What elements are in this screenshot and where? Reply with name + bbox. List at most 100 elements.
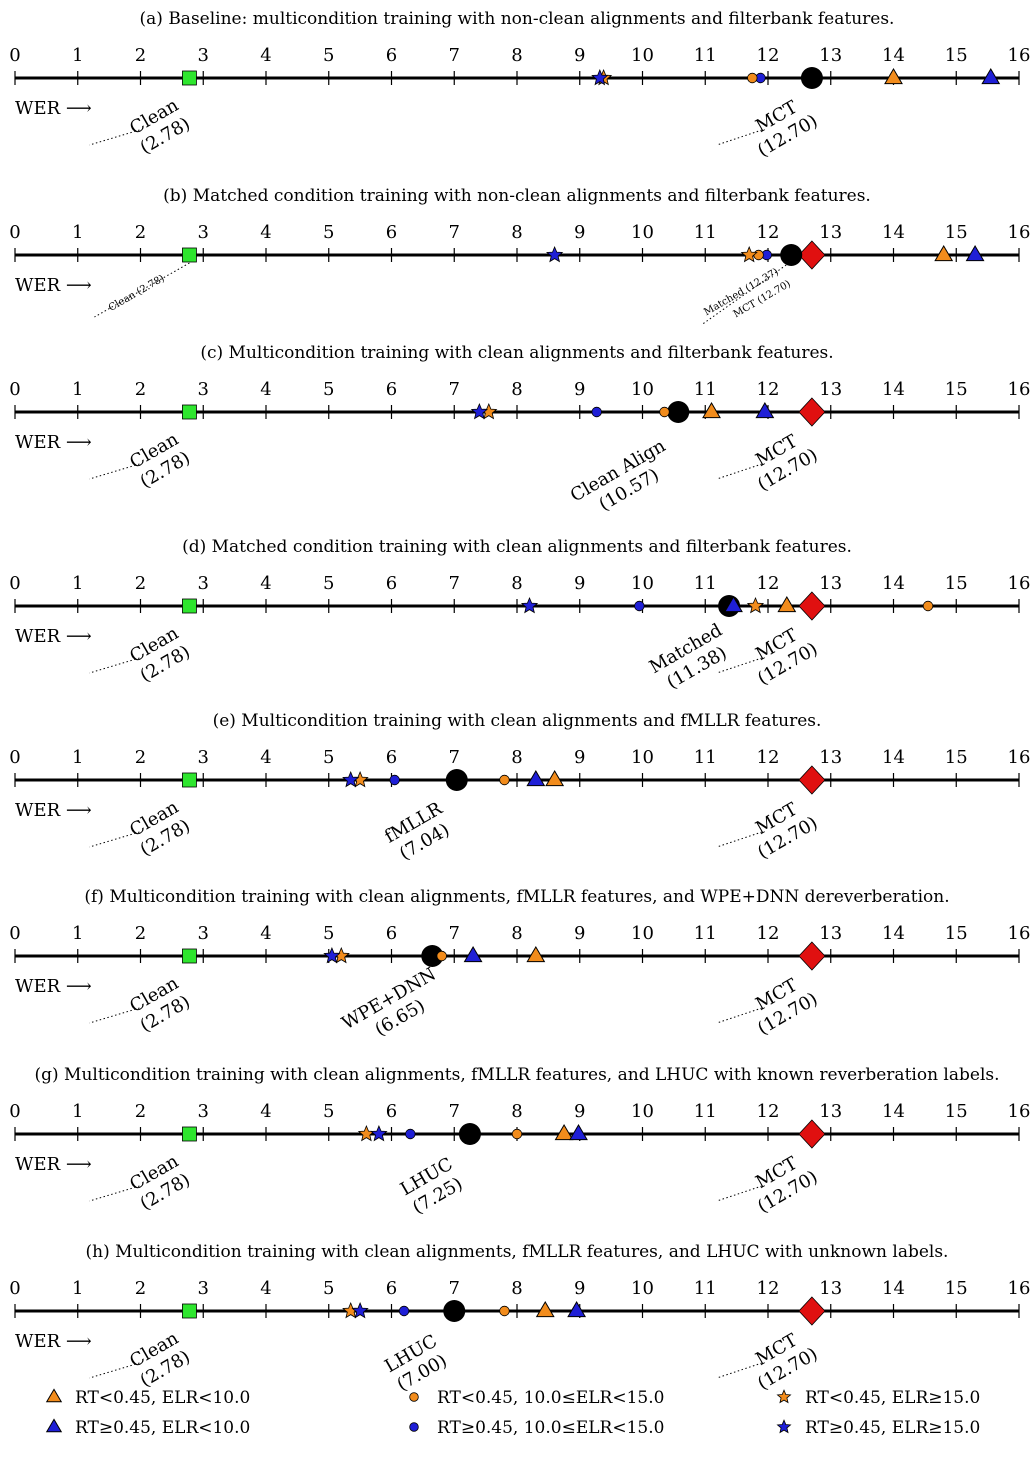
tick-label: 0 [9, 747, 20, 768]
tick-label: 9 [574, 45, 585, 66]
tick-label: 10 [631, 923, 654, 944]
tick-label: 8 [511, 379, 522, 400]
tick-label: 0 [9, 379, 20, 400]
clean-marker [182, 598, 197, 614]
tick-label: 15 [945, 573, 968, 594]
tick-label: 8 [511, 923, 522, 944]
clean-annotation: Clean(2.78) [126, 622, 194, 686]
tick-label: 15 [945, 747, 968, 768]
tick-label: 2 [135, 1278, 146, 1299]
system-marker [445, 769, 468, 791]
system-marker [421, 945, 444, 967]
tick-label: 7 [449, 379, 460, 400]
tick-label: 5 [323, 1101, 334, 1122]
tick-label: 2 [135, 923, 146, 944]
leader-line [89, 1007, 140, 1024]
point-star-b [323, 946, 341, 964]
tick-label: 4 [260, 573, 271, 594]
tick-label: 13 [819, 222, 842, 243]
legend-marker-cir-b [409, 1422, 419, 1432]
tick-label: 16 [1008, 573, 1031, 594]
tick-label: 2 [135, 573, 146, 594]
tick-label: 9 [574, 222, 585, 243]
tick-label: 4 [260, 222, 271, 243]
tick-label: 2 [135, 379, 146, 400]
panel-b: (b) Matched condition training with non-… [9, 186, 1031, 326]
tick-label: 8 [511, 1278, 522, 1299]
wer-axis-label: WER ⟶ [15, 98, 92, 119]
tick-label: 12 [757, 379, 780, 400]
tick-label: 12 [757, 45, 780, 66]
point-star-b [342, 770, 360, 788]
tick-label: 14 [882, 573, 905, 594]
panel-f: (f) Multicondition training with clean a… [9, 887, 1031, 1041]
point-cir-o [922, 600, 934, 612]
tick-label: 11 [694, 573, 717, 594]
tick-label: 1 [72, 747, 83, 768]
tick-label: 7 [449, 1278, 460, 1299]
mct-marker [798, 941, 826, 971]
mct-annotation: MCT(12.70) [752, 625, 821, 690]
leader-line [700, 264, 787, 326]
system-marker [780, 244, 803, 266]
point-star-b [351, 1301, 369, 1319]
tick-label: 11 [694, 1101, 717, 1122]
wer-axis-label: WER ⟶ [15, 1331, 92, 1352]
annotation-text: Clean (2.78) [107, 273, 167, 314]
point-tri-b [569, 1124, 588, 1141]
tick-label: 12 [757, 1278, 780, 1299]
legend-label: RT<0.45, ELR<10.0 [75, 1388, 250, 1408]
tick-label: 10 [631, 222, 654, 243]
tick-label: 14 [882, 1278, 905, 1299]
tick-label: 2 [135, 747, 146, 768]
point-cir-b [398, 1305, 410, 1317]
point-cir-o [499, 774, 510, 786]
tick-label: 1 [72, 45, 83, 66]
tick-label: 2 [135, 45, 146, 66]
tick-label: 5 [323, 923, 334, 944]
clean-annotation: Clean(2.78) [126, 428, 194, 492]
system-annotation: Matched(11.38) [646, 620, 731, 694]
tick-label: 1 [72, 222, 83, 243]
point-tri-b [567, 1301, 587, 1318]
mct-annotation: MCT(12.70) [752, 97, 821, 162]
point-tri-o [535, 1301, 555, 1318]
mct-marker [800, 67, 823, 89]
panel-title: (d) Matched condition training with clea… [182, 537, 852, 557]
tick-label: 9 [574, 1101, 585, 1122]
clean-marker [182, 948, 197, 964]
tick-label: 6 [386, 923, 397, 944]
tick-label: 5 [323, 1278, 334, 1299]
legend-marker-cir-o [409, 1392, 419, 1402]
point-star-o [740, 245, 758, 263]
tick-label: 8 [511, 573, 522, 594]
tick-label: 16 [1008, 747, 1031, 768]
leader-line [89, 657, 140, 674]
tick-label: 12 [757, 222, 780, 243]
point-cir-b [591, 406, 602, 418]
point-cir-b [389, 774, 400, 786]
tick-label: 0 [9, 1101, 20, 1122]
tick-label: 14 [882, 1101, 905, 1122]
mct-annotation: MCT(12.70) [752, 975, 821, 1040]
panel-c: (c) Multicondition training with clean a… [9, 343, 1030, 515]
point-tri-o [526, 946, 546, 963]
leader-line [89, 463, 140, 480]
point-tri-b [526, 770, 546, 787]
tick-label: 6 [386, 1101, 397, 1122]
point-tri-o [554, 1124, 574, 1141]
tick-label: 13 [819, 1278, 842, 1299]
point-tri-b [965, 245, 985, 262]
tick-label: 6 [386, 573, 397, 594]
tick-label: 8 [511, 747, 522, 768]
tick-label: 13 [819, 573, 842, 594]
tick-label: 16 [1008, 923, 1031, 944]
legend-marker-tri-o [45, 1388, 63, 1403]
mct-marker [798, 1296, 826, 1326]
tick-label: 16 [1008, 222, 1031, 243]
panel-title: (h) Multicondition training with clean a… [86, 1242, 949, 1262]
tick-label: 10 [631, 45, 654, 66]
tick-label: 15 [945, 45, 968, 66]
point-star-o [746, 596, 765, 614]
tick-label: 8 [511, 222, 522, 243]
